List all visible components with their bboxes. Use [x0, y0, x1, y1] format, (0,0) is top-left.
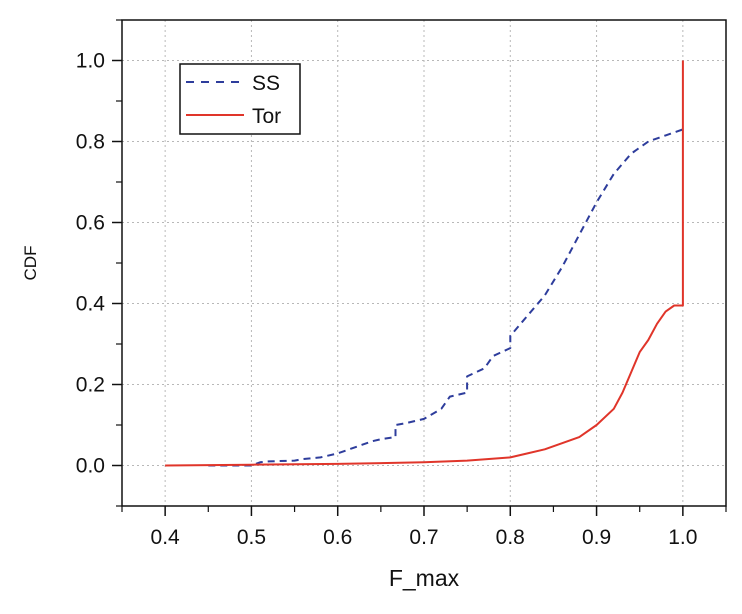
series-line-ss	[208, 128, 684, 467]
y-tick-label: 0.6	[76, 212, 105, 235]
legend: SS Tor	[179, 63, 301, 135]
series-line-tor	[165, 60, 684, 467]
x-tick-label: 0.4	[151, 526, 181, 549]
x-tick-label: 0.5	[237, 526, 266, 549]
legend-label-ss: SS	[252, 72, 280, 95]
legend-box	[179, 63, 301, 135]
legend-label-tor: Tor	[252, 105, 281, 128]
x-axis-title: F_max	[389, 565, 460, 591]
y-tick-label: 0.8	[76, 131, 105, 154]
x-tick-label: 1.0	[668, 526, 697, 549]
y-axis-title: CDF	[21, 246, 40, 281]
y-tick-label: 0.2	[76, 374, 105, 397]
y-tick-label: 1.0	[76, 50, 105, 73]
y-tick-label: 0.0	[76, 455, 105, 478]
tick-labels: 0.4 0.5 0.6 0.7 0.8 0.9 1.0 0.0 0.2 0.4 0.6 0.8 1.0	[76, 50, 698, 550]
x-tick-label: 0.7	[409, 526, 438, 549]
axis-ticks	[112, 19, 727, 516]
x-tick-label: 0.8	[496, 526, 525, 549]
x-tick-label: 0.9	[582, 526, 611, 549]
series-layer	[165, 60, 684, 467]
y-tick-label: 0.4	[76, 293, 106, 316]
grid	[122, 20, 726, 506]
x-tick-label: 0.6	[323, 526, 352, 549]
